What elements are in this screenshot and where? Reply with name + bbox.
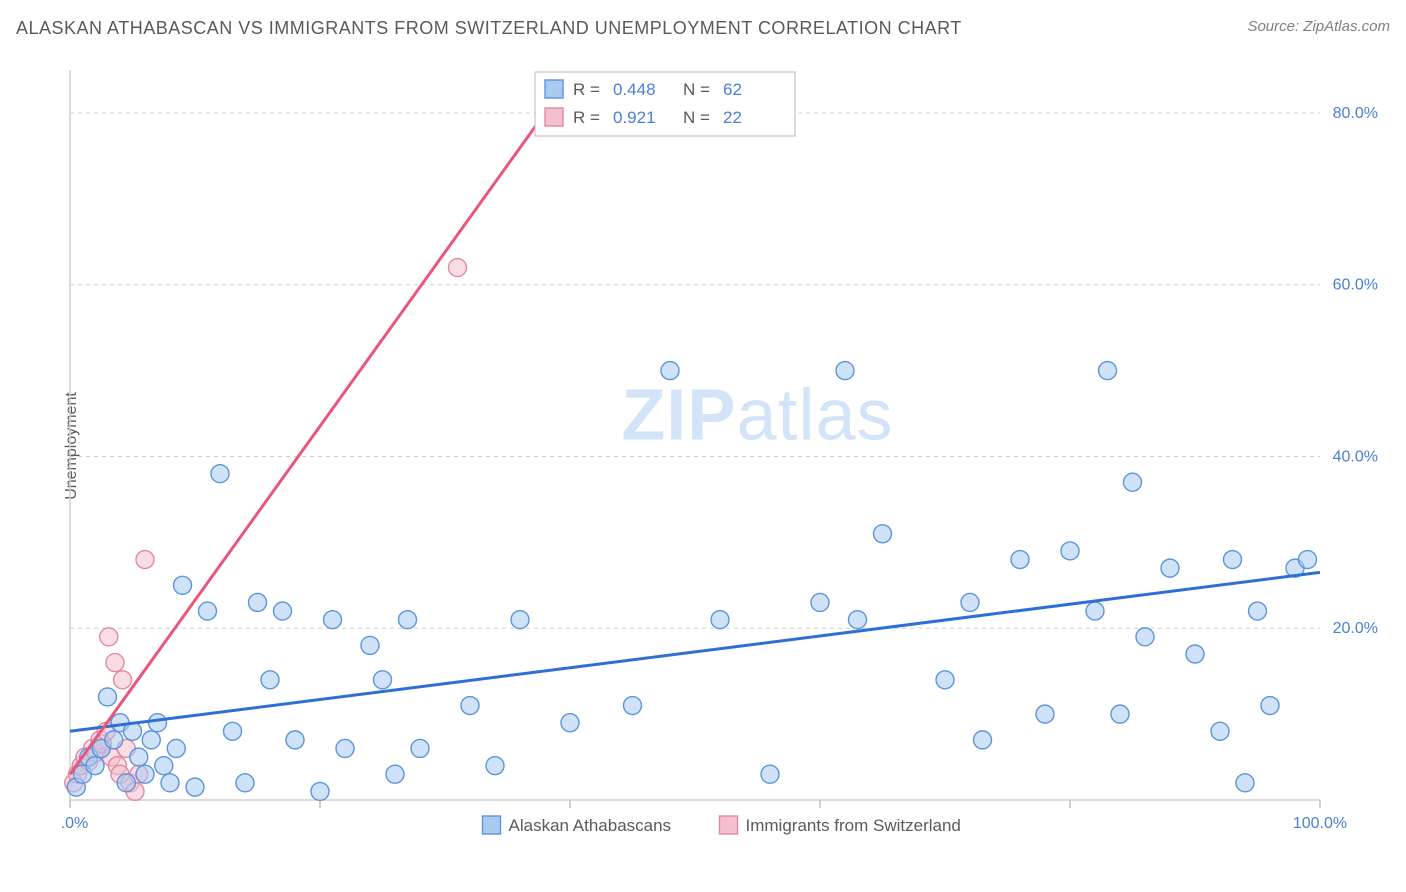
data-point <box>161 774 179 792</box>
corr-n-value: 62 <box>723 80 742 99</box>
data-point <box>105 731 123 749</box>
data-point <box>811 593 829 611</box>
data-point <box>186 778 204 796</box>
data-point <box>1136 628 1154 646</box>
data-point <box>624 697 642 715</box>
data-point <box>661 362 679 380</box>
corr-n-value: 22 <box>723 108 742 127</box>
data-point <box>249 593 267 611</box>
data-point <box>1249 602 1267 620</box>
data-point <box>142 731 160 749</box>
data-point <box>286 731 304 749</box>
data-point <box>1099 362 1117 380</box>
data-point <box>836 362 854 380</box>
data-point <box>511 611 529 629</box>
data-point <box>106 654 124 672</box>
data-point <box>936 671 954 689</box>
data-point <box>224 722 242 740</box>
data-point <box>361 636 379 654</box>
data-point <box>236 774 254 792</box>
data-point <box>374 671 392 689</box>
source-label: Source: ZipAtlas.com <box>1247 18 1390 35</box>
legend-swatch <box>483 816 501 834</box>
data-point <box>1261 697 1279 715</box>
data-point <box>211 465 229 483</box>
y-tick-label: 20.0% <box>1333 620 1378 637</box>
data-point <box>399 611 417 629</box>
data-point <box>461 697 479 715</box>
data-point <box>99 688 117 706</box>
corr-r-value: 0.921 <box>613 108 656 127</box>
data-point <box>1111 705 1129 723</box>
data-point <box>100 628 118 646</box>
plot-area: 20.0% 40.0% 60.0% 80.0% ZIPatlas 0.0% 100.0% R … <box>60 60 1390 840</box>
data-point <box>1086 602 1104 620</box>
corr-n-label: N = <box>683 108 710 127</box>
y-tick-label: 40.0% <box>1333 448 1378 465</box>
data-point <box>386 765 404 783</box>
data-point <box>336 739 354 757</box>
data-point <box>1299 551 1317 569</box>
data-point <box>1211 722 1229 740</box>
data-point <box>849 611 867 629</box>
data-point <box>117 774 135 792</box>
data-point <box>274 602 292 620</box>
data-point <box>1186 645 1204 663</box>
corr-r-label: R = <box>573 80 600 99</box>
legend-swatch <box>720 816 738 834</box>
data-point <box>174 576 192 594</box>
corr-n-label: N = <box>683 80 710 99</box>
data-point <box>1224 551 1242 569</box>
data-point <box>311 782 329 800</box>
data-point <box>1061 542 1079 560</box>
data-point <box>1161 559 1179 577</box>
data-point <box>1124 473 1142 491</box>
corr-swatch <box>545 80 563 98</box>
data-point <box>711 611 729 629</box>
data-point <box>1036 705 1054 723</box>
corr-swatch <box>545 108 563 126</box>
data-point <box>261 671 279 689</box>
legend-label: Alaskan Athabascans <box>509 816 672 835</box>
data-point <box>449 259 467 277</box>
data-point <box>974 731 992 749</box>
x-tick-label: 100.0% <box>1293 815 1347 832</box>
corr-r-value: 0.448 <box>613 80 656 99</box>
data-point <box>136 551 154 569</box>
data-point <box>411 739 429 757</box>
legend-label: Immigrants from Switzerland <box>746 816 961 835</box>
chart-svg: 20.0% 40.0% 60.0% 80.0% ZIPatlas 0.0% 100.0% R … <box>60 60 1390 840</box>
data-point <box>86 757 104 775</box>
data-point <box>136 765 154 783</box>
chart-title: ALASKAN ATHABASCAN VS IMMIGRANTS FROM SW… <box>16 18 962 39</box>
data-point <box>130 748 148 766</box>
data-point <box>324 611 342 629</box>
data-point <box>1011 551 1029 569</box>
data-point <box>961 593 979 611</box>
chart-container: ALASKAN ATHABASCAN VS IMMIGRANTS FROM SW… <box>0 0 1406 892</box>
watermark: ZIPatlas <box>621 375 893 455</box>
data-point <box>199 602 217 620</box>
data-point <box>486 757 504 775</box>
data-point <box>761 765 779 783</box>
y-tick-label: 80.0% <box>1333 105 1378 122</box>
data-point <box>167 739 185 757</box>
data-point <box>155 757 173 775</box>
trend-line <box>70 113 545 774</box>
corr-r-label: R = <box>573 108 600 127</box>
x-tick-label: 0.0% <box>60 815 88 832</box>
data-point <box>114 671 132 689</box>
data-point <box>561 714 579 732</box>
data-point <box>149 714 167 732</box>
data-point <box>1236 774 1254 792</box>
y-tick-label: 60.0% <box>1333 277 1378 294</box>
data-point <box>874 525 892 543</box>
